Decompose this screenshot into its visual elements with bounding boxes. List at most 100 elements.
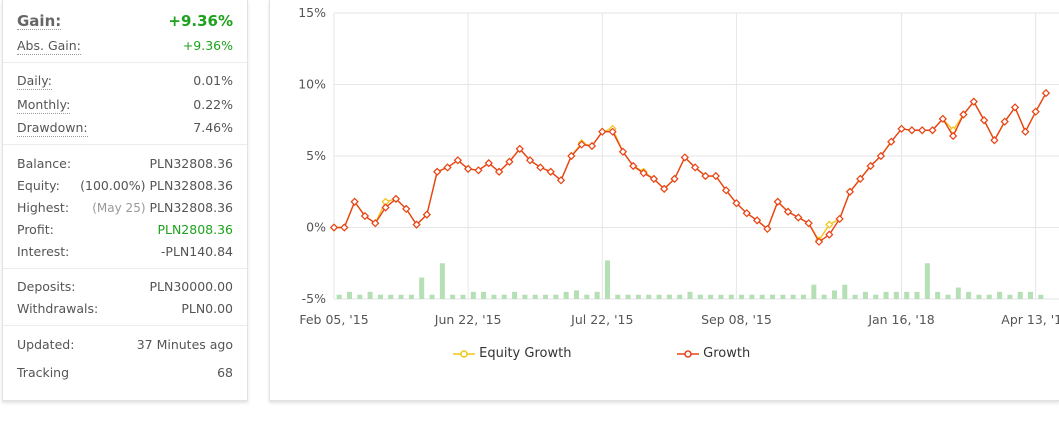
volume-bar — [728, 294, 734, 299]
growth-chart[interactable]: 15% 10% 5% 0% -5% Feb 05, '15 Jun 22, '15 Jul 2… — [270, 0, 1059, 400]
growth-point — [959, 110, 968, 119]
drawdown-value: 7.46% — [193, 120, 233, 135]
volume-bar — [883, 291, 889, 299]
growth-point — [1031, 107, 1040, 116]
monthly-label[interactable]: Monthly: — [17, 97, 71, 114]
growth-point — [752, 216, 762, 225]
growth-point — [763, 224, 772, 234]
drawdown-label[interactable]: Drawdown: — [17, 120, 88, 137]
growth-point — [608, 127, 617, 136]
divider — [3, 268, 247, 269]
growth-point — [515, 144, 524, 153]
growth-point — [660, 184, 669, 193]
growth-point — [649, 174, 658, 183]
volume-bar — [584, 294, 590, 299]
growth-point — [701, 171, 710, 181]
y-tick-label: -5% — [302, 291, 326, 306]
volume-bar — [553, 294, 559, 299]
growth-point — [329, 223, 339, 232]
volume-bar — [594, 291, 600, 299]
growth-point — [979, 116, 989, 125]
gain-label[interactable]: Gain: — [17, 12, 62, 30]
volume-bar — [966, 291, 972, 299]
chart-panel: 15% 10% 5% 0% -5% Feb 05, '15 Jun 22, '15 Jul 2… — [269, 0, 1059, 401]
volume-bar — [935, 291, 941, 299]
growth-point — [536, 163, 545, 172]
withdrawals-value: PLN0.00 — [181, 301, 233, 316]
volume-bar — [377, 294, 383, 299]
x-tick-label: Jun 22, '15 — [434, 312, 502, 327]
growth-point — [949, 131, 958, 141]
volume-bar — [604, 260, 610, 299]
tracking-value: 68 — [217, 365, 233, 380]
volume-bar — [811, 284, 817, 299]
volume-bar — [904, 291, 910, 299]
growth-point — [587, 141, 597, 151]
growth-point — [907, 126, 916, 135]
growth-point — [464, 164, 473, 173]
growth-point — [525, 156, 535, 165]
profit-label: Profit: — [17, 222, 54, 237]
volume-bar — [759, 294, 765, 299]
volume-bar — [914, 291, 920, 299]
x-tick-label: Sep 08, '15 — [701, 312, 772, 327]
growth-point — [340, 223, 349, 232]
y-tick-label: 15% — [298, 5, 326, 20]
growth-point — [556, 176, 566, 185]
deposits-label: Deposits: — [17, 279, 76, 294]
volume-bar — [831, 290, 837, 299]
growth-point — [928, 126, 937, 135]
volume-bar — [532, 294, 538, 299]
legend-item-equity[interactable]: Equity Growth — [453, 346, 571, 361]
growth-point — [783, 207, 793, 216]
growth-point — [433, 167, 442, 176]
growth-point — [598, 127, 607, 136]
growth-point — [887, 137, 896, 146]
interest-value: -PLN140.84 — [160, 244, 233, 259]
balance-value: PLN32808.36 — [149, 156, 234, 171]
legend-item-growth[interactable]: Growth — [677, 346, 750, 361]
growth-point — [495, 167, 504, 176]
volume-bar — [481, 291, 487, 299]
divider — [3, 325, 247, 326]
volume-bar — [408, 294, 414, 299]
volume-bar — [997, 291, 1003, 299]
growth-point — [711, 171, 720, 181]
growth-point — [670, 174, 679, 183]
volume-bar — [398, 294, 404, 299]
growth-point — [804, 219, 813, 228]
volume-bar — [666, 294, 672, 299]
volume-bar — [656, 294, 662, 299]
growth-point — [856, 174, 865, 183]
highest-label: Highest: — [17, 200, 70, 215]
volume-bar — [1038, 294, 1044, 299]
volume-bar — [873, 294, 879, 299]
growth-point — [722, 186, 731, 195]
growth-point — [825, 230, 834, 239]
volume-bar — [1007, 294, 1013, 299]
volume-bar — [842, 284, 848, 299]
gain-value: +9.36% — [168, 12, 233, 30]
volume-bar — [739, 294, 745, 299]
abs-gain-label[interactable]: Abs. Gain: — [17, 38, 81, 55]
y-tick-label: 10% — [298, 77, 326, 92]
volume-bar — [893, 291, 899, 299]
volume-bar — [801, 294, 807, 299]
growth-point — [1041, 88, 1051, 98]
growth-point — [866, 161, 875, 171]
daily-label[interactable]: Daily: — [17, 73, 52, 90]
x-tick-label: Jul 22, '15 — [570, 312, 633, 327]
growth-legend-icon — [677, 349, 699, 358]
growth-point — [360, 211, 370, 221]
equity-value: PLN32808.36 — [149, 178, 234, 193]
volume-bar — [439, 263, 445, 299]
equity-legend-icon — [453, 349, 475, 358]
volume-bar — [419, 277, 425, 299]
volume-bar — [388, 294, 394, 299]
volume-bar — [780, 294, 786, 299]
volume-bar — [563, 291, 569, 299]
growth-point — [402, 204, 411, 214]
volume-bar — [821, 294, 827, 299]
growth-point — [1010, 103, 1020, 112]
highest-value-wrap: (May 25) PLN32808.36 — [92, 200, 233, 216]
